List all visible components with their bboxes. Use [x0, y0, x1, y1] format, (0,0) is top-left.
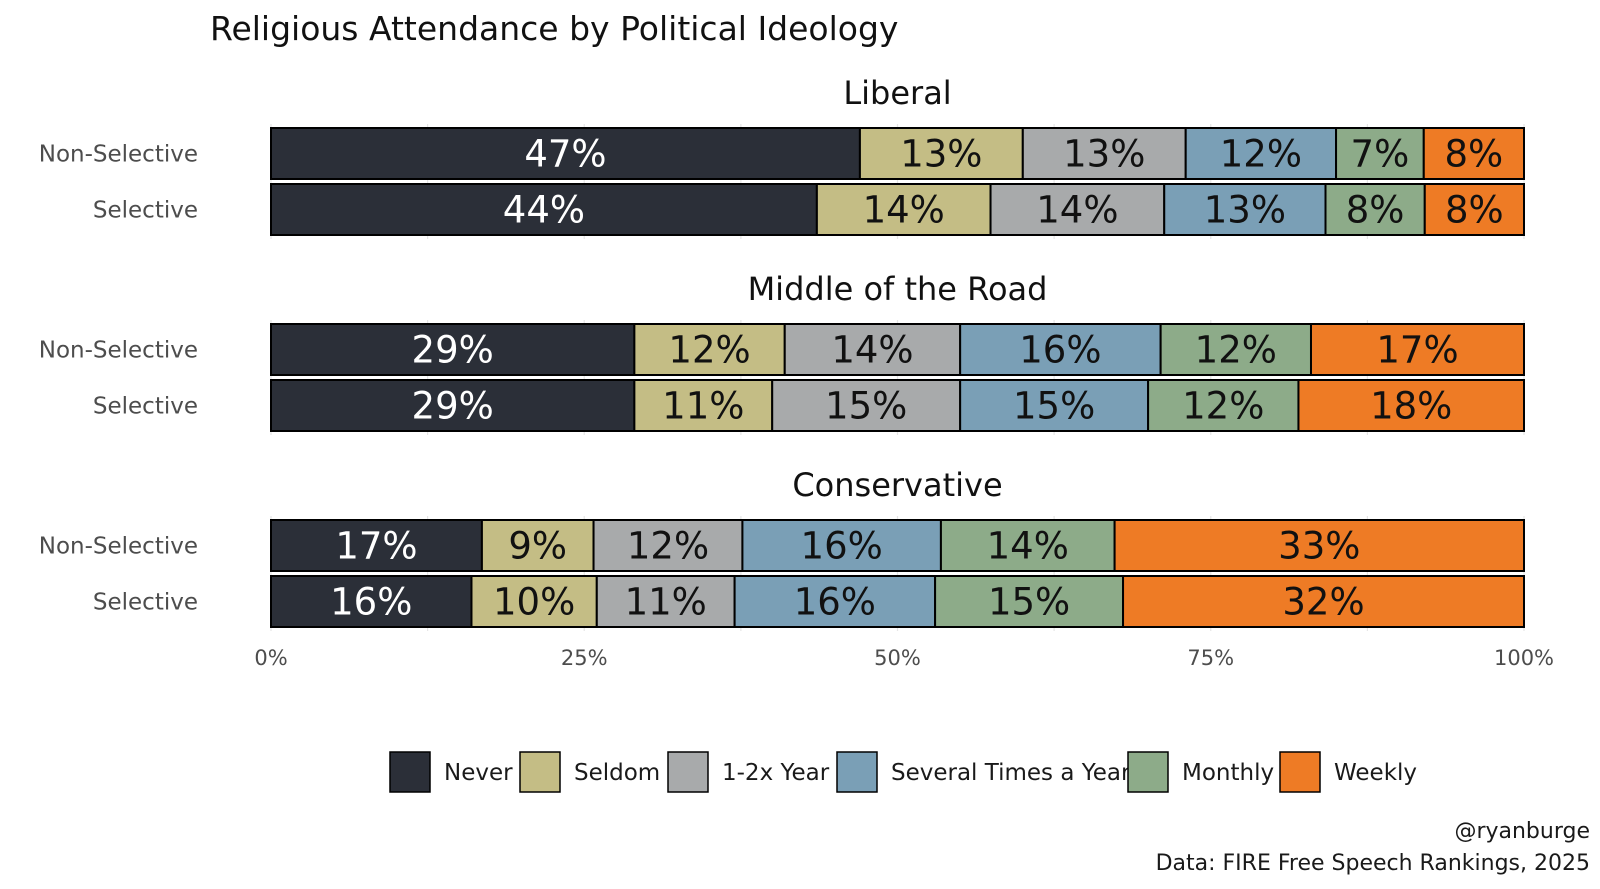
row-label: Non-Selective [39, 534, 198, 560]
bar-segment [989, 183, 1166, 236]
x-tick-label: 50% [874, 646, 921, 670]
legend-label: Never [444, 760, 513, 786]
bar-value-label: 10% [493, 581, 575, 624]
bar-value-label: 29% [412, 385, 494, 428]
bar-segment [1159, 323, 1312, 376]
bar-value-label: 33% [1278, 525, 1360, 568]
bar-segment [270, 575, 473, 628]
row-label: Non-Selective [39, 142, 198, 168]
legend-swatch [519, 751, 561, 793]
bar-value-label: 47% [524, 133, 606, 176]
x-tick-label: 25% [561, 646, 608, 670]
bar-value-label: 13% [900, 133, 982, 176]
bar-value-label: 7% [1351, 133, 1410, 176]
bar-value-label: 16% [1019, 329, 1101, 372]
bar-segment [470, 575, 598, 628]
bar-segment [1122, 575, 1526, 628]
row-label: Selective [93, 590, 198, 616]
bar-value-label: 14% [831, 329, 913, 372]
plot-area: Liberal Non-Selective 47% 13% 13% 12% 7% 8% Sele… [39, 74, 1554, 670]
bar-segment [959, 379, 1150, 432]
caption-handle: @ryanburge [1454, 819, 1590, 844]
bar-value-label: 11% [625, 581, 707, 624]
caption-source: Data: FIRE Free Speech Rankings, 2025 [1156, 851, 1590, 876]
bar-value-label: 12% [1220, 133, 1302, 176]
bar-segment [1423, 183, 1525, 236]
bar-value-label: 14% [987, 525, 1069, 568]
bar-value-label: 12% [627, 525, 709, 568]
bar-value-label: 32% [1282, 581, 1364, 624]
row-label: Selective [93, 394, 198, 420]
bar-segment [741, 519, 942, 572]
x-tick-label: 75% [1187, 646, 1234, 670]
legend-label: Weekly [1334, 760, 1417, 786]
bar-segment [1184, 127, 1338, 180]
facet-title: Conservative [792, 466, 1002, 504]
bar-segment [939, 519, 1116, 572]
x-tick-label: 0% [254, 646, 287, 670]
legend-label: Seldom [574, 760, 660, 786]
bar-value-label: 17% [335, 525, 417, 568]
bar-segment [1113, 519, 1526, 572]
facet-title: Liberal [843, 74, 951, 112]
bar-segment [1324, 183, 1426, 236]
bar-segment [1422, 127, 1526, 180]
legend-label: 1-2x Year [722, 760, 830, 786]
bar-segment [270, 323, 636, 376]
legend-swatch [667, 751, 709, 793]
row-label: Selective [93, 198, 198, 224]
legend-label: Several Times a Year [891, 760, 1131, 786]
bar-value-label: 8% [1346, 189, 1405, 232]
legend-swatch [1279, 751, 1321, 793]
bar-value-label: 16% [330, 581, 412, 624]
chart-title: Religious Attendance by Political Ideolo… [210, 9, 898, 48]
bar-value-label: 12% [1195, 329, 1277, 372]
bar-segment [1021, 127, 1187, 180]
bar-segment [592, 519, 744, 572]
bar-value-label: 13% [1204, 189, 1286, 232]
legend-swatch [836, 751, 878, 793]
bar-value-label: 13% [1063, 133, 1145, 176]
bar-segment [1163, 183, 1327, 236]
bar-segment [1309, 323, 1525, 376]
bar-value-label: 14% [863, 189, 945, 232]
bar-segment [1335, 127, 1425, 180]
legend-label: Monthly [1182, 760, 1274, 786]
bar-value-label: 15% [825, 385, 907, 428]
facet-title: Middle of the Road [748, 270, 1048, 308]
bar-value-label: 12% [668, 329, 750, 372]
bar-value-label: 17% [1376, 329, 1458, 372]
x-tick-label: 100% [1494, 646, 1554, 670]
bar-segment [783, 323, 962, 376]
bar-segment [633, 323, 786, 376]
bar-value-label: 29% [412, 329, 494, 372]
bar-segment [633, 379, 774, 432]
bar-segment [480, 519, 595, 572]
bar-value-label: 18% [1370, 385, 1452, 428]
bar-segment [1147, 379, 1300, 432]
bar-value-label: 16% [794, 581, 876, 624]
legend: Never Seldom 1-2x Year Several Times a Year… [389, 751, 1417, 793]
bar-segment [1297, 379, 1525, 432]
bar-value-label: 15% [988, 581, 1070, 624]
bar-segment [733, 575, 937, 628]
bar-value-label: 14% [1036, 189, 1118, 232]
legend-swatch [389, 751, 431, 793]
bar-value-label: 8% [1445, 189, 1504, 232]
bar-value-label: 11% [662, 385, 744, 428]
bar-value-label: 15% [1013, 385, 1095, 428]
bar-segment [771, 379, 962, 432]
bar-value-label: 16% [801, 525, 883, 568]
bar-segment [815, 183, 992, 236]
bar-value-label: 9% [508, 525, 567, 568]
bar-value-label: 44% [503, 189, 585, 232]
legend-swatch [1127, 751, 1169, 793]
bar-value-label: 8% [1445, 133, 1504, 176]
bar-value-label: 12% [1182, 385, 1264, 428]
row-label: Non-Selective [39, 338, 198, 364]
bar-segment [270, 183, 818, 236]
